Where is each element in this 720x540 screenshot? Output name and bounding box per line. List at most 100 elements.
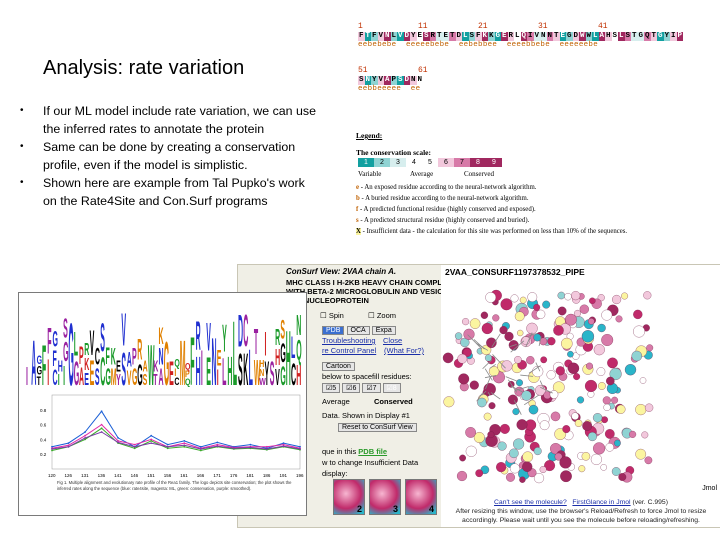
reset-button[interactable]: Reset to ConSurf View [338,423,417,432]
molecule-title: 2VAA_CONSURF1197378532_PIPE [445,267,585,277]
atom-sphere [481,322,493,335]
atom-sphere [604,429,615,439]
rate-point [67,445,70,448]
logo-letter: G [68,306,73,390]
figure-caption: Fig 1. Multiple alignment and evolutiona… [57,480,292,491]
logo-letter: V [90,325,95,364]
display-thumbnail[interactable]: 4 [405,479,437,515]
logo-letter: G [132,363,137,390]
position-number: 21 [478,22,488,31]
logo-letter: K [153,357,158,375]
atom-sphere [501,360,513,372]
scale-cell: 6 [438,158,454,167]
cant-see-link[interactable]: Can't see the molecule? [494,499,567,506]
logo-letter: N [259,366,264,378]
reset-control[interactable]: Reset to ConSurf View [338,422,417,432]
residue: G [637,32,644,41]
rate-point [100,427,103,430]
logo-letter: G [74,355,79,390]
residue: T [364,32,371,41]
scale-cell: 5 [422,158,438,167]
grade-checkbox[interactable]: ☑5 [322,383,341,393]
logo-letter: N [159,343,164,370]
logo-letter: K [243,344,248,390]
logo-letter: T [153,371,158,389]
legend-text: - Insufficient data - the calculation fo… [360,228,628,235]
atom-sphere [486,337,497,349]
molecule-viewer[interactable]: 2VAA_CONSURF1197378532_PIPE Jmol Can't s… [441,265,720,527]
insufficient-note: w to change Insufficient Data [322,458,419,467]
atom-sphere [643,291,652,300]
rate-point [150,434,153,437]
zoom-control[interactable]: ☐ Zoom [368,311,396,320]
bullet-list: If our ML model include rate variation, … [20,102,320,210]
atom-sphere [526,322,538,335]
whats-this-link[interactable]: (What For?) [384,346,425,355]
logo-letter: G [280,362,285,390]
atom-sphere [576,396,585,404]
grade-checkbox[interactable]: ☑6 [342,383,361,393]
display-thumbnail[interactable]: 3 [369,479,401,515]
atom-sphere [550,411,561,422]
residue: H [605,32,612,41]
cartoon-button[interactable]: Cartoon [322,362,355,371]
residue: S [423,32,430,41]
bond-line [510,340,525,353]
x-tick-label: 171 [213,473,221,478]
logo-letter: G [63,338,68,368]
rate-point [282,442,285,444]
grade-checkbox[interactable]: ☑8 [382,383,401,393]
logo-letter: S [280,315,285,345]
grade-checkbox[interactable]: ☑7 [362,383,381,393]
atom-sphere [573,373,581,381]
close-link[interactable]: Close [383,336,403,345]
residue: Y [663,32,670,41]
residue: L [618,32,625,41]
expasy-button[interactable]: Expa [371,326,396,335]
atom-sphere [473,432,485,443]
logo-letter: T [254,321,258,363]
rate-point [51,448,53,450]
position-number: 41 [598,22,608,31]
molecule-render[interactable] [441,275,720,485]
logo-letter: I [58,371,60,389]
logo-letter: Q [185,362,190,372]
firstglance-link[interactable]: FirstGlance in Jmol [572,499,631,506]
atom-sphere [574,309,581,317]
toolbar-buttons: PDB OCA Expa [322,325,396,335]
logo-letter: C [53,365,58,390]
atom-sphere [480,311,489,319]
control-panel-link[interactable]: re Control Panel [322,346,377,355]
display-thumbnail[interactable]: 2 [333,479,365,515]
residue: L [390,32,397,41]
pdb-file-link[interactable]: PDB file [358,447,388,456]
rate-series-line [51,423,301,449]
logo-letter: A [79,363,84,390]
rate-point [84,437,86,439]
residue: S [624,32,631,41]
pdb-button[interactable]: PDB [322,326,345,335]
logo-letter: I [217,365,219,390]
spin-control[interactable]: ☐ Spin [320,311,344,320]
bond-line [476,392,483,402]
atom-sphere [516,379,523,387]
rate-point [166,447,169,450]
logo-letter: K [111,343,116,370]
atom-sphere [600,464,607,471]
atom-sphere [546,370,556,380]
cartoon-control[interactable]: Cartoon [322,361,355,371]
legend-key: b [356,195,360,202]
legend-note: b - A buried residue according to the ne… [356,195,529,202]
y-tick-label: 0.2 [40,452,47,457]
troubleshooting-link[interactable]: Troubleshooting [322,336,376,345]
atom-sphere [442,352,454,364]
atom-sphere [601,309,613,321]
atom-sphere [514,311,525,322]
atom-sphere [457,353,468,364]
logo-letter: F [47,320,51,362]
oca-button[interactable]: OCA [346,326,370,335]
residue: D [403,76,410,85]
scale-cell: 4 [406,158,422,167]
